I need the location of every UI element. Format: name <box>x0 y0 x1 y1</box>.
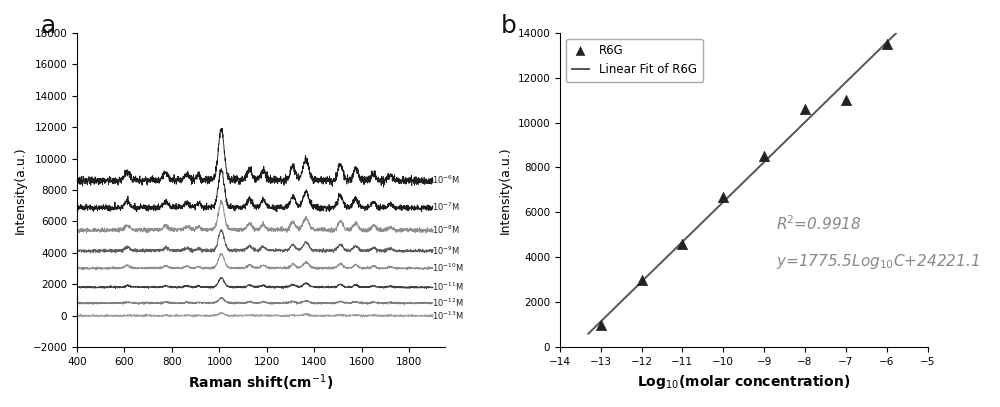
Point <box>715 193 731 200</box>
Y-axis label: Intensity(a.u.): Intensity(a.u.) <box>14 146 27 234</box>
Legend: R6G, Linear Fit of R6G: R6G, Linear Fit of R6G <box>566 39 703 82</box>
X-axis label: Raman shift(cm$^{-1}$): Raman shift(cm$^{-1}$) <box>188 372 333 393</box>
Text: 10$^{-6}$M: 10$^{-6}$M <box>432 173 460 186</box>
Point <box>879 41 895 47</box>
Text: 10$^{-8}$M: 10$^{-8}$M <box>432 223 460 236</box>
Point <box>797 106 813 112</box>
Text: 10$^{-12}$M: 10$^{-12}$M <box>432 297 464 309</box>
Text: 10$^{-10}$M: 10$^{-10}$M <box>432 262 464 274</box>
Point <box>756 153 772 160</box>
Text: b: b <box>501 14 517 38</box>
X-axis label: Log$_{10}$(molar concentration): Log$_{10}$(molar concentration) <box>637 372 850 390</box>
Point <box>674 241 690 247</box>
Text: R$^2$=0.9918: R$^2$=0.9918 <box>776 215 862 233</box>
Text: 10$^{-7}$M: 10$^{-7}$M <box>432 201 460 213</box>
Text: 10$^{-9}$M: 10$^{-9}$M <box>432 244 460 256</box>
Text: 10$^{-13}$M: 10$^{-13}$M <box>432 309 464 322</box>
Point <box>634 277 650 283</box>
Text: y=1775.5Log$_{10}$C+24221.1: y=1775.5Log$_{10}$C+24221.1 <box>776 252 980 271</box>
Text: a: a <box>40 14 56 38</box>
Point <box>593 322 609 328</box>
Point <box>838 97 854 103</box>
Text: 10$^{-11}$M: 10$^{-11}$M <box>432 281 464 293</box>
Y-axis label: Intensity(a.u.): Intensity(a.u.) <box>499 146 512 234</box>
